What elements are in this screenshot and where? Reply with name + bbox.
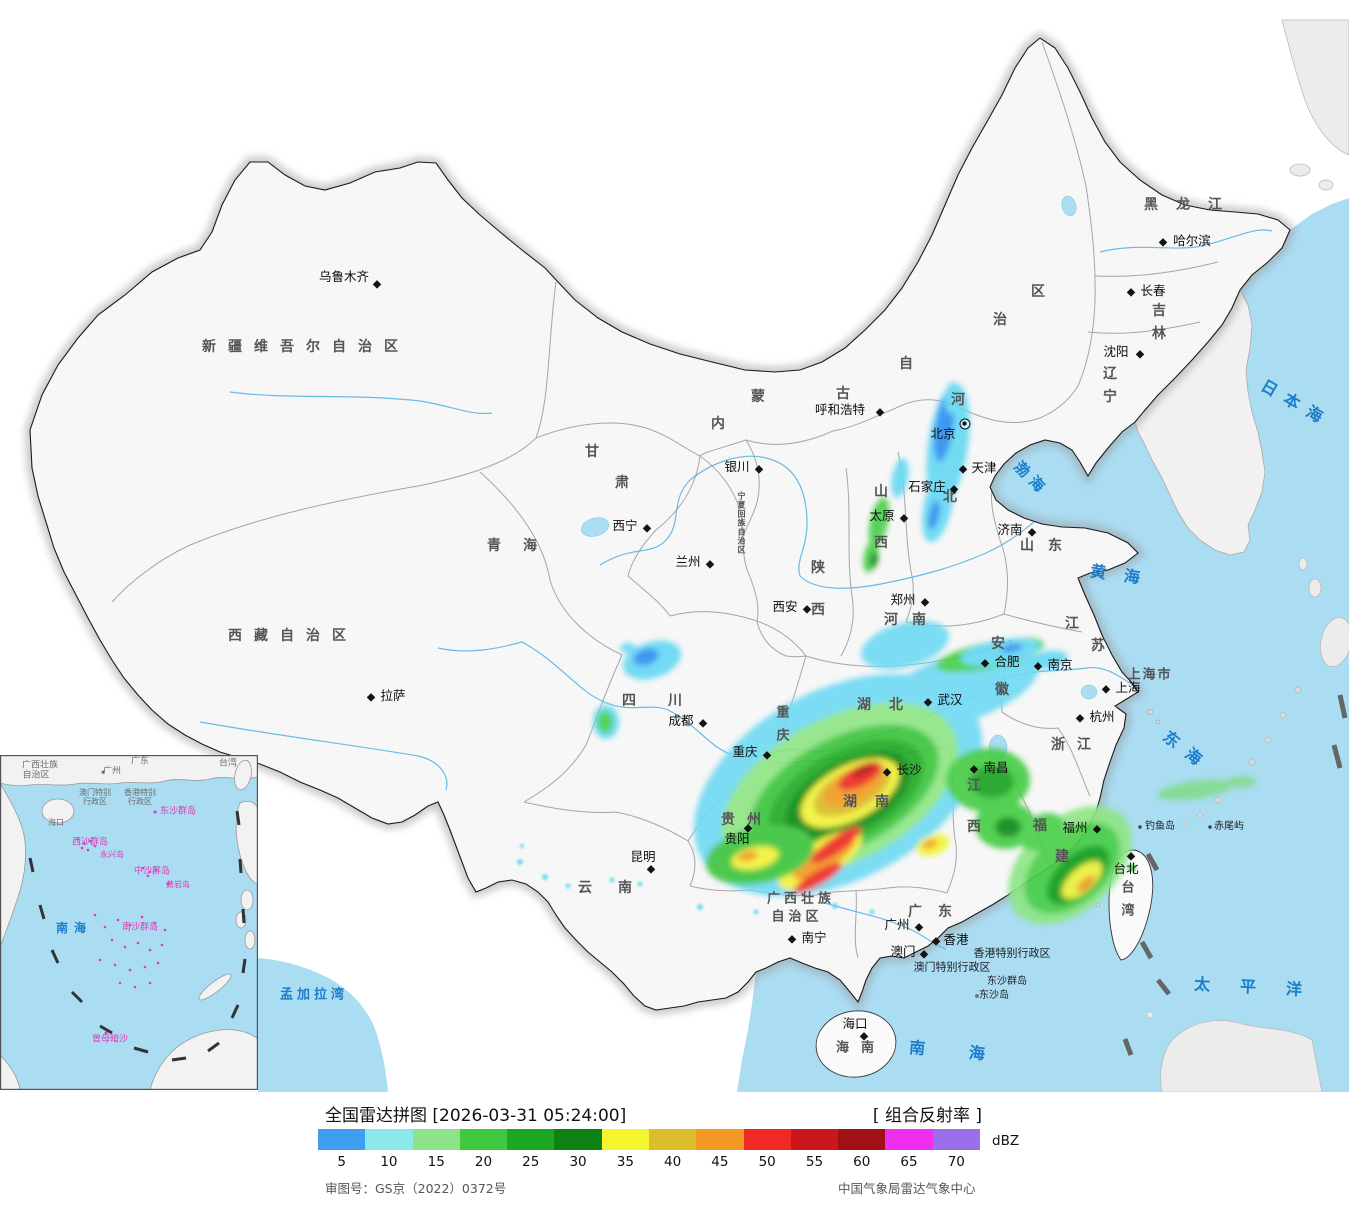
small-island — [1146, 1011, 1154, 1019]
scale-tick-20: 20 — [474, 1154, 493, 1170]
luzon-island — [1160, 1020, 1323, 1093]
scale-cell-55 — [790, 1129, 839, 1150]
scale-tick-35: 35 — [616, 1154, 634, 1170]
kyushu-island — [1320, 616, 1349, 668]
taiwan-island — [1108, 849, 1154, 961]
scale-cell-5 — [318, 1129, 366, 1150]
scale-cell-20 — [459, 1129, 508, 1150]
scale-cell-50 — [743, 1129, 791, 1150]
radar-specks — [517, 844, 1136, 915]
scale-cell-25 — [507, 1129, 555, 1150]
zhoushan-island — [1155, 719, 1161, 725]
radar-echoes — [593, 382, 1256, 925]
scale-cell-45 — [696, 1129, 744, 1150]
scale-tick-65: 65 — [900, 1154, 918, 1170]
map-approval-number: 审图号：GS京（2022）0372号 — [325, 1181, 507, 1196]
penghu-island — [1095, 902, 1101, 908]
scale-tick-45: 45 — [711, 1154, 729, 1170]
japan-island — [1289, 163, 1311, 177]
inset-guangzhou-dot — [101, 770, 105, 774]
scale-cell-60 — [838, 1129, 886, 1150]
legend-unit-label: dBZ — [992, 1133, 1020, 1149]
scale-cell-30 — [554, 1129, 602, 1150]
scale-tick-15: 15 — [427, 1154, 445, 1170]
scale-tick-10: 10 — [380, 1154, 398, 1170]
inset-nine-dash-line — [28, 810, 247, 1062]
legend-ticks: 5 10 15 20 25 30 35 40 45 50 55 60 65 70 — [318, 1154, 980, 1170]
sea-bay-of-bengal — [258, 958, 388, 1092]
scale-cell-15 — [412, 1129, 460, 1150]
sea-east — [737, 198, 1349, 1092]
japan-island — [1308, 578, 1322, 598]
zhoushan-island — [1147, 709, 1153, 715]
chiwei-islet-dot — [1208, 825, 1212, 829]
scale-tick-55: 55 — [805, 1154, 824, 1170]
scale-tick-70: 70 — [947, 1154, 965, 1170]
scale-tick-5: 5 — [337, 1154, 346, 1170]
legend-panel: 全国雷达拼图 [2026-03-31 05:24:00] [ 组合反射率 ] d… — [0, 1092, 1349, 1208]
mosaic-title-timestamp: 全国雷达拼图 [2026-03-31 05:24:00] — [325, 1106, 627, 1126]
scale-tick-60: 60 — [853, 1154, 871, 1170]
scale-tick-40: 40 — [664, 1154, 682, 1170]
maritime-dash-segments — [1122, 694, 1348, 1056]
diaoyu-island-dot — [1138, 825, 1142, 829]
south-china-sea-inset — [0, 755, 258, 1090]
hainan-island — [815, 1010, 897, 1078]
inset-island-specks — [76, 810, 170, 1035]
scale-tick-30: 30 — [569, 1154, 587, 1170]
dongsha-island-dot — [975, 994, 979, 998]
scale-cell-10 — [365, 1129, 413, 1150]
agency-credit: 中国气象局雷达气象中心 — [838, 1181, 976, 1196]
japan-northeast — [1281, 19, 1349, 156]
product-type-label: [ 组合反射率 ] — [872, 1106, 982, 1126]
scale-tick-25: 25 — [522, 1154, 540, 1170]
scale-tick-50: 50 — [758, 1154, 776, 1170]
scale-cell-35 — [601, 1129, 649, 1150]
scale-cell-40 — [648, 1129, 697, 1150]
scale-cell-70 — [932, 1129, 980, 1150]
scale-cell-65 — [885, 1129, 933, 1150]
japan-island — [1298, 557, 1308, 571]
japan-island — [1318, 179, 1334, 191]
legend-colorbar — [318, 1129, 980, 1150]
